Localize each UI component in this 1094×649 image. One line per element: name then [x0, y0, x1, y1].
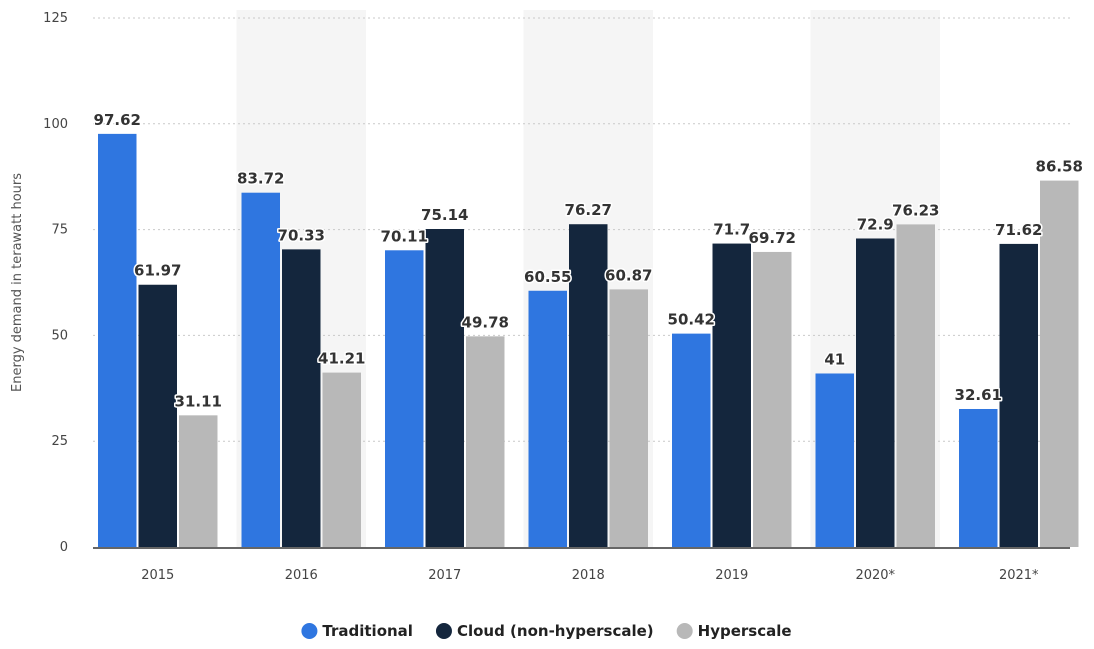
legend[interactable]: Traditional Cloud (non-hyperscale) Hypersc… [301, 622, 792, 640]
bar[interactable] [856, 238, 895, 548]
data-label: 71.7 [713, 221, 750, 239]
data-labels: 97.62 61.97 31.11 83.72 70.33 41.21 70.11 75.14… [92, 109, 1084, 411]
y-tick-label: 125 [43, 11, 68, 26]
y-axis-ticks: 0 25 50 75 100 125 [43, 11, 68, 555]
bar[interactable] [425, 229, 465, 548]
data-label: 31.11 [175, 392, 222, 410]
bars [98, 133, 1079, 548]
bar[interactable] [753, 251, 792, 548]
bar[interactable] [241, 192, 281, 547]
bar[interactable] [528, 290, 568, 547]
bar[interactable] [569, 224, 608, 548]
bar[interactable] [815, 373, 855, 547]
y-tick-label: 75 [51, 223, 68, 238]
y-tick-label: 50 [51, 328, 68, 343]
data-label: 60.55 [524, 268, 571, 286]
data-label: 76.27 [565, 201, 612, 219]
bar[interactable] [1040, 180, 1079, 547]
x-tick-label: 2016 [285, 568, 318, 583]
bar[interactable] [672, 333, 711, 547]
data-label: 49.78 [462, 313, 509, 331]
data-label: 86.58 [1036, 158, 1083, 176]
data-label: 97.62 [94, 111, 141, 129]
data-label: 41 [824, 350, 845, 368]
data-label: 61.97 [134, 262, 181, 280]
legend-item[interactable]: Cloud (non-hyperscale) [435, 622, 654, 640]
data-label: 32.61 [955, 386, 1002, 404]
x-tick-label: 2021* [999, 568, 1039, 583]
x-tick-label: 2017 [428, 568, 461, 583]
legend-label: Traditional [322, 622, 413, 640]
bar[interactable] [609, 289, 649, 547]
data-label: 83.72 [237, 170, 284, 188]
data-label: 70.33 [278, 226, 325, 244]
bar[interactable] [712, 243, 752, 547]
x-tick-label: 2020* [855, 568, 895, 583]
legend-marker [301, 623, 318, 639]
legend-item[interactable]: Traditional [301, 622, 413, 640]
legend-label: Hyperscale [698, 622, 792, 640]
data-label: 70.11 [381, 227, 428, 245]
data-label: 72.9 [857, 215, 894, 233]
x-tick-label: 2018 [572, 568, 605, 583]
data-label: 60.87 [605, 266, 652, 284]
legend-marker [676, 623, 693, 639]
bar[interactable] [999, 243, 1039, 547]
data-label: 71.62 [995, 221, 1042, 239]
data-label: 69.72 [749, 229, 796, 247]
bar[interactable] [896, 224, 936, 547]
y-axis-label: Energy demand in terawatt hours [10, 173, 25, 392]
bar[interactable] [385, 250, 424, 547]
x-axis-ticks: 2015 2016 2017 2018 2019 2020* 2021* [141, 568, 1039, 583]
legend-label: Cloud (non-hyperscale) [457, 622, 654, 640]
legend-item[interactable]: Hyperscale [676, 622, 792, 640]
data-label: 41.21 [318, 350, 365, 368]
y-tick-label: 100 [43, 117, 68, 132]
x-tick-label: 2019 [715, 568, 748, 583]
bar[interactable] [322, 372, 362, 547]
data-label: 76.23 [892, 201, 939, 219]
bar[interactable] [138, 284, 178, 547]
data-label: 50.42 [668, 311, 715, 329]
bar[interactable] [98, 133, 137, 547]
y-tick-label: 25 [51, 434, 68, 449]
data-label: 75.14 [421, 206, 468, 224]
bar[interactable] [466, 336, 505, 547]
x-tick-label: 2015 [141, 568, 174, 583]
bar[interactable] [282, 249, 321, 547]
y-tick-label: 0 [60, 540, 68, 555]
bar[interactable] [179, 415, 218, 547]
legend-marker [435, 623, 452, 639]
bar[interactable] [959, 408, 998, 547]
